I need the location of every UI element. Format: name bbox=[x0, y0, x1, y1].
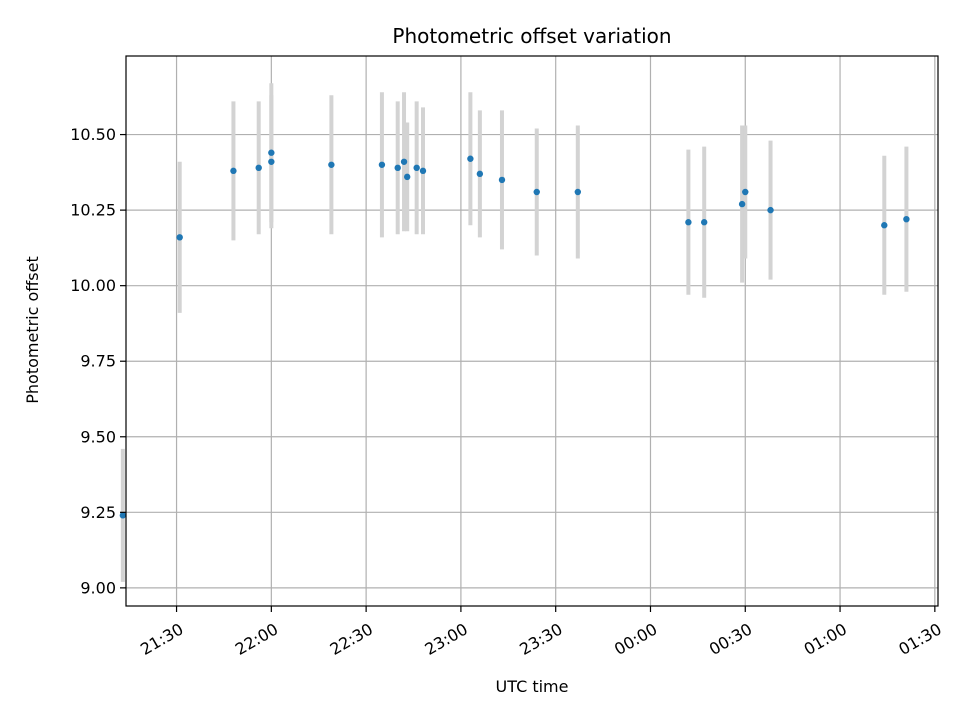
data-point bbox=[400, 158, 408, 165]
data-point bbox=[742, 188, 749, 196]
x-axis-label: UTC time bbox=[496, 677, 569, 696]
data-point bbox=[394, 164, 401, 172]
data-point bbox=[685, 219, 692, 226]
data-point bbox=[413, 164, 420, 172]
y-tick-label: 9.75 bbox=[80, 352, 116, 371]
y-tick-label: 10.00 bbox=[70, 276, 116, 295]
data-points bbox=[119, 149, 910, 519]
data-point bbox=[119, 512, 127, 519]
data-point bbox=[498, 176, 506, 184]
data-point bbox=[403, 173, 411, 181]
data-point bbox=[378, 161, 386, 168]
data-point bbox=[533, 188, 540, 196]
y-axis-label: Photometric offset bbox=[23, 256, 42, 404]
plot-frame bbox=[125, 55, 939, 607]
data-point bbox=[268, 149, 275, 156]
data-point bbox=[738, 200, 746, 208]
plot-area bbox=[126, 56, 938, 606]
y-tick-label: 9.50 bbox=[80, 427, 116, 446]
y-axis-ticks: 9.00 9.25 9.50 9.75 10.00 10.25 10.50 bbox=[70, 125, 126, 597]
data-point bbox=[230, 167, 237, 175]
data-point bbox=[268, 158, 275, 165]
data-point bbox=[700, 219, 708, 226]
y-tick-label: 10.50 bbox=[70, 125, 116, 144]
y-tick-label: 9.25 bbox=[80, 503, 116, 522]
data-point bbox=[255, 164, 262, 172]
data-point bbox=[476, 170, 484, 178]
chart-title: Photometric offset variation bbox=[392, 24, 671, 48]
data-point bbox=[419, 167, 427, 175]
y-tick-label: 9.00 bbox=[80, 578, 116, 597]
data-point bbox=[881, 222, 888, 229]
y-tick-label: 10.25 bbox=[70, 201, 116, 220]
data-point bbox=[574, 188, 582, 196]
data-point bbox=[767, 206, 774, 214]
data-point bbox=[467, 155, 474, 162]
data-point bbox=[328, 161, 335, 168]
data-point bbox=[903, 215, 910, 223]
data-point bbox=[176, 234, 183, 241]
grid bbox=[126, 56, 938, 606]
